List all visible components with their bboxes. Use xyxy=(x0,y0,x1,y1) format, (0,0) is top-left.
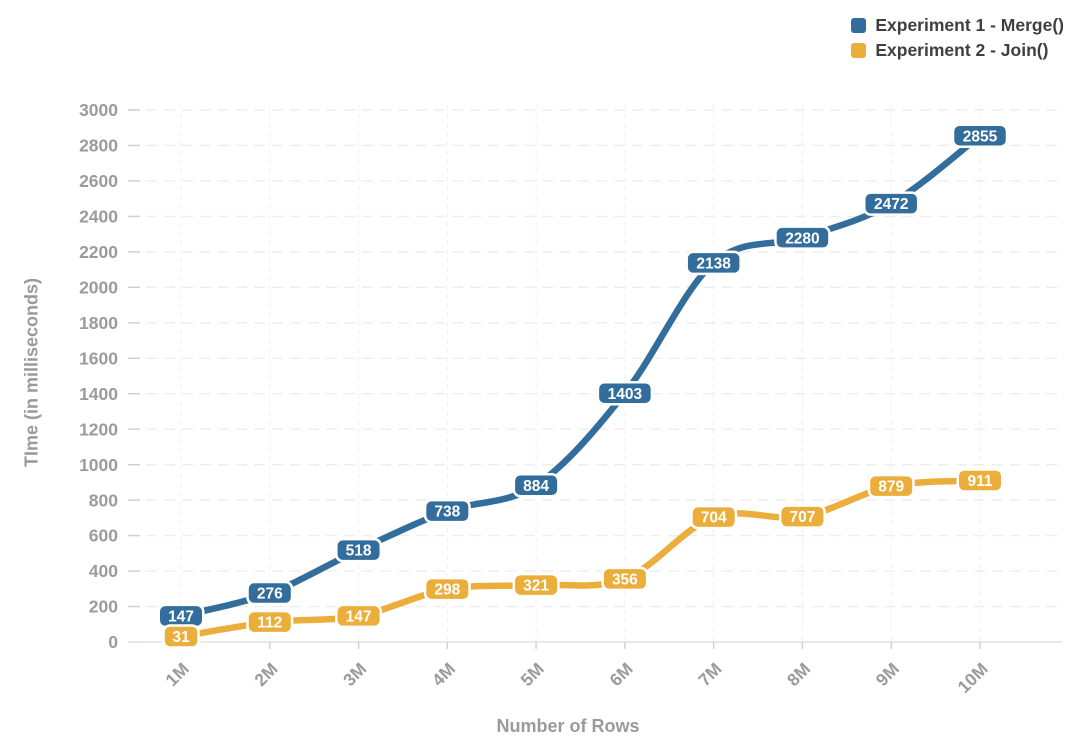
data-label-pill xyxy=(956,468,1004,493)
data-label-2: 298 xyxy=(423,576,471,602)
x-tick-label: 3M xyxy=(339,659,370,690)
x-tick-label: 5M xyxy=(517,659,548,690)
y-tick-label: 2400 xyxy=(79,207,118,227)
legend-swatch-icon xyxy=(851,17,867,33)
data-label-text: 276 xyxy=(257,586,283,603)
data-label-pill xyxy=(862,191,920,216)
data-label-pill xyxy=(423,576,471,602)
data-label-pill xyxy=(335,537,383,563)
series-line-1 xyxy=(177,132,984,620)
y-tick-label: 1800 xyxy=(79,313,118,333)
data-label-pill xyxy=(951,123,1009,148)
data-label-pill xyxy=(690,504,738,530)
data-label-pill xyxy=(596,380,654,406)
data-label-1: 2280 xyxy=(774,225,831,250)
data-label-text: 911 xyxy=(967,473,992,490)
data-label-pill xyxy=(867,473,915,499)
x-tick-label: 7M xyxy=(694,659,725,690)
data-label-1: 738 xyxy=(423,498,471,524)
x-tick-label: 4M xyxy=(428,659,459,690)
x-tick-label: 2M xyxy=(250,659,281,690)
y-tick-label: 1400 xyxy=(79,384,118,404)
data-label-2: 147 xyxy=(335,603,383,629)
data-label-pill xyxy=(685,250,742,276)
data-label-text: 738 xyxy=(434,504,460,521)
data-label-1: 147 xyxy=(157,603,205,629)
data-label-text: 518 xyxy=(346,543,372,560)
y-tick-label: 2000 xyxy=(79,277,118,297)
data-label-text: 2138 xyxy=(696,255,731,272)
data-label-2: 879 xyxy=(867,473,915,499)
legend: Experiment 1 - Merge() Experiment 2 - Joi… xyxy=(851,14,1064,61)
data-label-pill xyxy=(246,609,294,635)
legend-swatch-icon xyxy=(851,42,867,58)
data-label-1: 1403 xyxy=(596,380,654,406)
data-label-pill xyxy=(162,624,200,649)
data-label-pill xyxy=(778,504,826,529)
y-tick-label: 2200 xyxy=(79,242,118,262)
data-label-text: 884 xyxy=(523,478,549,495)
data-label-text: 147 xyxy=(346,609,372,626)
data-label-pill xyxy=(512,572,560,598)
y-tick-label: 1600 xyxy=(79,348,118,368)
legend-label: Experiment 2 - Join() xyxy=(875,40,1049,60)
data-label-text: 2280 xyxy=(785,230,819,247)
data-label-text: 356 xyxy=(612,571,638,588)
y-tick-label: 1000 xyxy=(79,455,118,475)
data-label-2: 31 xyxy=(162,624,200,649)
y-tick-label: 2800 xyxy=(79,136,118,156)
data-label-pill xyxy=(246,580,294,606)
data-label-2: 911 xyxy=(956,468,1004,493)
data-label-text: 2855 xyxy=(963,128,998,145)
data-label-pill xyxy=(512,472,560,498)
data-label-1: 276 xyxy=(246,580,294,606)
data-label-text: 2472 xyxy=(874,196,908,213)
y-tick-label: 1200 xyxy=(79,419,118,439)
x-tick-label: 6M xyxy=(605,659,636,690)
x-tick-label: 9M xyxy=(872,659,903,690)
x-tick-label: 10M xyxy=(954,659,992,697)
data-label-text: 879 xyxy=(878,479,904,496)
data-label-2: 112 xyxy=(246,609,294,635)
data-label-text: 321 xyxy=(523,578,549,595)
data-label-text: 1403 xyxy=(608,386,643,403)
data-label-pill xyxy=(423,498,471,524)
series-line-2 xyxy=(177,477,984,640)
y-tick-label: 800 xyxy=(89,490,118,510)
data-label-1: 518 xyxy=(335,537,383,563)
data-label-pill xyxy=(601,566,649,592)
data-label-1: 2138 xyxy=(685,250,742,276)
y-tick-label: 3000 xyxy=(79,100,118,120)
data-label-1: 2472 xyxy=(862,191,920,216)
data-label-pill xyxy=(335,603,383,629)
y-tick-label: 200 xyxy=(89,597,118,617)
data-label-pill xyxy=(774,225,831,250)
y-tick-label: 400 xyxy=(89,561,118,581)
legend-label: Experiment 1 - Merge() xyxy=(875,15,1064,35)
data-label-2: 704 xyxy=(690,504,738,530)
data-label-text: 704 xyxy=(701,510,727,527)
data-label-text: 112 xyxy=(257,615,282,632)
data-label-1: 2855 xyxy=(951,123,1009,148)
x-axis-title: Number of Rows xyxy=(496,716,640,736)
data-label-2: 356 xyxy=(601,566,649,592)
data-label-text: 298 xyxy=(434,582,460,599)
data-label-1: 884 xyxy=(512,472,560,498)
legend-item-2[interactable]: Experiment 2 - Join() xyxy=(851,39,1064,61)
data-label-text: 31 xyxy=(172,629,190,646)
x-tick-label: 8M xyxy=(783,659,814,690)
data-label-2: 321 xyxy=(512,572,560,598)
legend-item-1[interactable]: Experiment 1 - Merge() xyxy=(851,14,1064,36)
y-axis-title: TIme (in milliseconds) xyxy=(21,277,42,468)
data-label-text: 707 xyxy=(790,509,816,526)
y-tick-label: 600 xyxy=(89,526,118,546)
x-tick-label: 1M xyxy=(161,659,192,690)
y-tick-label: 0 xyxy=(108,632,118,652)
data-label-text: 147 xyxy=(168,609,194,626)
y-tick-label: 2600 xyxy=(79,171,118,191)
data-label-2: 707 xyxy=(778,504,826,529)
